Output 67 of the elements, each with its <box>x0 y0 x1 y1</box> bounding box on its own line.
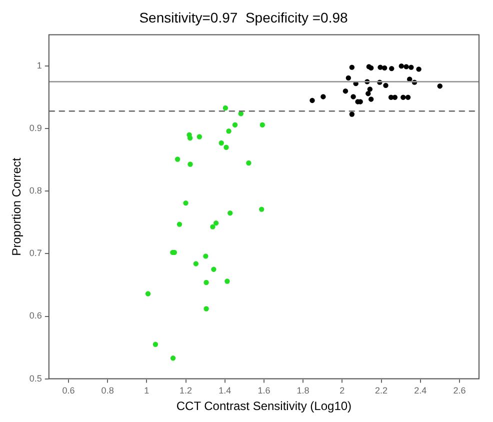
point <box>228 210 233 216</box>
point <box>378 64 383 70</box>
y-tick-label: 0.8 <box>29 186 42 196</box>
point <box>400 94 406 100</box>
point <box>224 278 230 284</box>
point <box>346 75 352 81</box>
x-tick-label: 0.6 <box>62 386 75 396</box>
point <box>203 254 208 259</box>
point <box>145 291 151 296</box>
x-tick-label: 2.4 <box>414 386 427 396</box>
x-tick-label: 0.8 <box>101 386 114 396</box>
point <box>193 261 199 266</box>
point <box>367 86 373 92</box>
point <box>222 105 228 111</box>
x-tick-label: 1.8 <box>296 386 310 396</box>
point <box>183 200 188 206</box>
x-tick-label: 1 <box>144 386 150 396</box>
point <box>196 134 202 140</box>
point <box>366 90 371 96</box>
x-tick-label: 1.4 <box>218 386 232 396</box>
point <box>152 342 158 347</box>
point <box>405 94 411 100</box>
y-tick-label: 0.6 <box>29 310 42 321</box>
x-tick-label: 2 <box>340 386 345 396</box>
y-tick-label: 0.7 <box>29 248 42 258</box>
point <box>170 356 176 361</box>
point <box>218 140 224 146</box>
point <box>246 160 252 166</box>
point <box>259 206 264 212</box>
point <box>210 224 216 230</box>
point <box>226 128 232 134</box>
point <box>408 64 414 70</box>
x-axis-title: CCT Contrast Sensitivity (Log10) <box>176 399 352 414</box>
point <box>176 222 182 227</box>
y-tick-label: 0.5 <box>29 373 42 384</box>
point <box>398 63 404 69</box>
y-tick-label: 1 <box>36 60 42 71</box>
point <box>350 94 356 100</box>
point <box>437 83 442 89</box>
y-tick-label: 0.9 <box>29 123 42 134</box>
point <box>320 94 326 100</box>
point <box>349 112 355 117</box>
point <box>310 98 315 104</box>
x-tick-label: 1.6 <box>258 386 270 396</box>
y-axis-title: Proportion Correct <box>10 157 24 256</box>
point <box>389 66 394 72</box>
point <box>211 266 216 272</box>
point <box>213 220 219 226</box>
point <box>416 66 422 72</box>
point <box>368 96 374 102</box>
point <box>382 65 388 71</box>
point <box>232 122 238 128</box>
point <box>260 122 265 128</box>
point <box>204 280 209 286</box>
x-tick-label: 2.2 <box>374 386 388 396</box>
point <box>204 306 209 312</box>
point <box>349 64 355 70</box>
x-tick-label: 1.2 <box>180 386 192 396</box>
point <box>174 156 180 162</box>
point <box>187 135 193 141</box>
point <box>383 82 388 88</box>
point <box>404 64 409 70</box>
point <box>342 88 348 94</box>
chart-title: Sensitivity=0.97 Specificity =0.98 <box>139 9 348 26</box>
point <box>188 162 193 167</box>
x-tick-label: 2.6 <box>453 386 466 396</box>
point <box>224 144 229 150</box>
